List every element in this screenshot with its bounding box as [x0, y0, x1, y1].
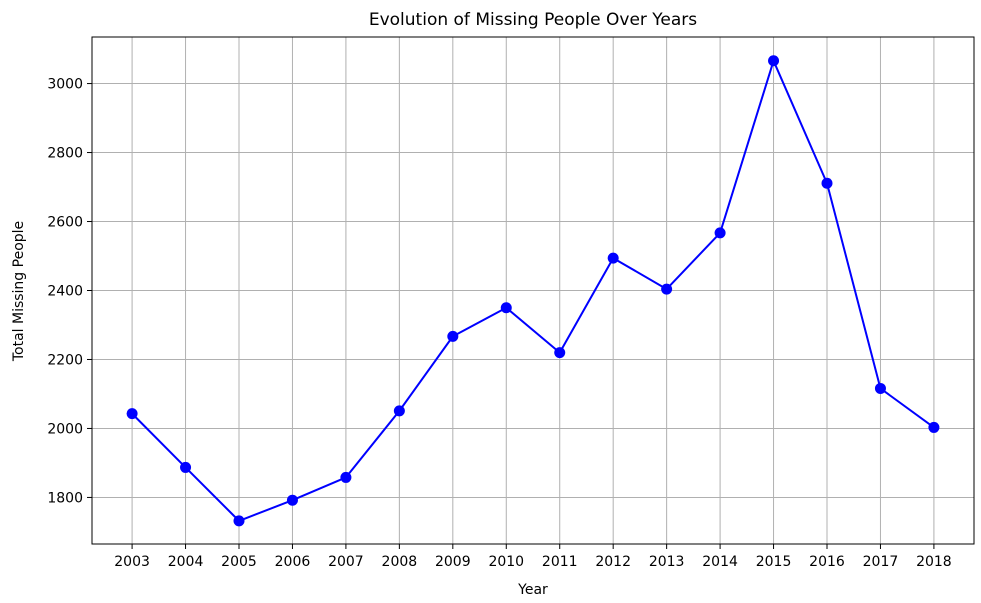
x-tick-label: 2018 — [916, 554, 952, 570]
data-point — [874, 382, 886, 394]
y-tick-label: 2800 — [47, 146, 83, 162]
y-axis-label: Total Missing People — [11, 221, 27, 362]
y-axis: 1800 2000 2200 2400 2600 2800 3000 — [47, 77, 92, 506]
x-tick-label: 2014 — [702, 554, 738, 570]
y-tick-label: 2600 — [47, 215, 83, 231]
y-tick-label: 2000 — [47, 421, 83, 437]
x-tick-label: 2010 — [488, 554, 524, 570]
data-point — [661, 283, 673, 295]
data-point — [768, 55, 780, 67]
x-tick-label: 2013 — [649, 554, 685, 570]
x-tick-label: 2008 — [382, 554, 418, 570]
data-point — [126, 408, 138, 420]
x-tick-label: 2012 — [595, 554, 631, 570]
y-tick-label: 2400 — [47, 284, 83, 300]
data-point — [821, 177, 833, 189]
x-tick-label: 2011 — [542, 554, 578, 570]
x-axis: 2003 2004 2005 2006 2007 2008 2009 2010 2011 2012… — [114, 544, 952, 570]
y-tick-label: 3000 — [47, 77, 83, 93]
data-point — [286, 494, 298, 506]
series-line — [131, 59, 935, 522]
grid-lines — [92, 37, 974, 544]
data-point — [500, 302, 512, 314]
x-tick-label: 2017 — [863, 554, 899, 570]
data-point — [714, 227, 726, 239]
x-tick-label: 2006 — [275, 554, 311, 570]
data-point — [928, 421, 940, 433]
data-point — [554, 347, 566, 359]
y-tick-label: 2200 — [47, 352, 83, 368]
data-point — [233, 515, 245, 527]
y-tick-label: 1800 — [47, 490, 83, 506]
plot-area-frame — [91, 36, 975, 545]
x-axis-label: Year — [517, 582, 548, 598]
data-point — [180, 461, 192, 473]
data-point — [340, 471, 352, 483]
x-tick-label: 2004 — [168, 554, 204, 570]
data-point — [607, 252, 619, 264]
data-point — [393, 405, 405, 417]
data-point — [447, 330, 459, 342]
x-tick-label: 2005 — [221, 554, 257, 570]
x-tick-label: 2015 — [756, 554, 792, 570]
x-tick-label: 2009 — [435, 554, 471, 570]
x-tick-label: 2003 — [114, 554, 150, 570]
x-tick-label: 2016 — [809, 554, 845, 570]
x-tick-label: 2007 — [328, 554, 364, 570]
series-group — [126, 55, 940, 527]
chart-title: Evolution of Missing People Over Years — [369, 10, 697, 30]
